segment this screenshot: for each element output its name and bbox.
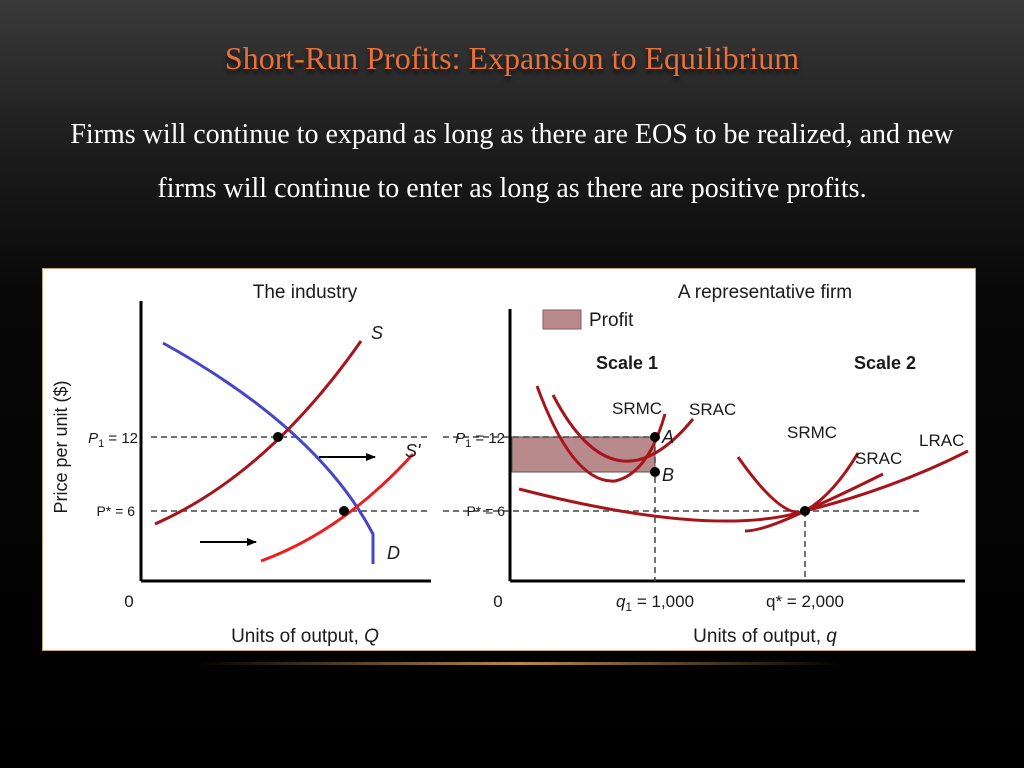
lrac-label: LRAC <box>919 431 964 450</box>
industry-p1-label: P1 = 12 <box>88 430 138 450</box>
srac-scale1-curve <box>551 394 695 463</box>
srmc-scale2-label: SRMC <box>787 423 837 442</box>
profit-legend-label: Profit <box>589 310 634 331</box>
scale-2-label: Scale 2 <box>854 353 916 373</box>
point-b <box>650 467 660 477</box>
q1-tick-label: q1 = 1,000 <box>616 592 694 614</box>
firm-pstar-label: P* = 6 <box>466 503 505 519</box>
scale2-minimum-point <box>800 506 810 516</box>
srac-scale2-label: SRAC <box>855 449 902 468</box>
price-axis-label: Price per unit ($) <box>51 380 71 513</box>
supply-curve <box>154 340 363 526</box>
industry-equilibrium-pstar-point <box>339 506 349 516</box>
industry-x-axis-label: Units of output, Q <box>231 626 379 647</box>
supply-curve-label: S <box>371 323 383 343</box>
decorative-divider <box>200 662 840 665</box>
point-a <box>650 432 660 442</box>
industry-origin-label: 0 <box>124 592 133 611</box>
point-a-label: A <box>661 427 674 447</box>
firm-origin-label: 0 <box>493 592 502 611</box>
srac-scale1-label: SRAC <box>689 400 736 419</box>
economics-figure: The industry Price per unit ($) P1 = 12 … <box>42 268 976 651</box>
new-supply-curve <box>260 452 415 563</box>
scale-1-label: Scale 1 <box>596 353 658 373</box>
profit-legend-swatch <box>542 309 582 330</box>
srmc-scale1-label: SRMC <box>612 399 662 418</box>
qstar-tick-label: q* = 2,000 <box>766 592 844 611</box>
slide-body-text: Firms will continue to expand as long as… <box>70 119 954 204</box>
demand-curve <box>162 341 375 564</box>
firm-panel: A representative firm Profit Scale 1 Sca… <box>443 282 969 647</box>
lrac-curve <box>518 449 969 523</box>
firm-title: A representative firm <box>678 282 852 303</box>
diagram-svg: The industry Price per unit ($) P1 = 12 … <box>51 282 969 647</box>
industry-equilibrium-p1-point <box>273 432 283 442</box>
industry-pstar-label: P* = 6 <box>96 503 135 519</box>
demand-curve-label: D <box>387 543 400 563</box>
srmc-scale1-curve <box>535 385 667 483</box>
new-supply-curve-label: S' <box>405 441 421 461</box>
firm-x-axis-label: Units of output, q <box>693 626 837 647</box>
industry-panel: The industry Price per unit ($) P1 = 12 … <box>51 282 431 647</box>
profit-area <box>511 436 656 473</box>
point-b-label: B <box>662 465 674 485</box>
industry-title: The industry <box>253 282 358 303</box>
slide-title: Short-Run Profits: Expansion to Equilibr… <box>224 40 800 76</box>
firm-p1-label: P1 = 12 <box>455 430 505 450</box>
